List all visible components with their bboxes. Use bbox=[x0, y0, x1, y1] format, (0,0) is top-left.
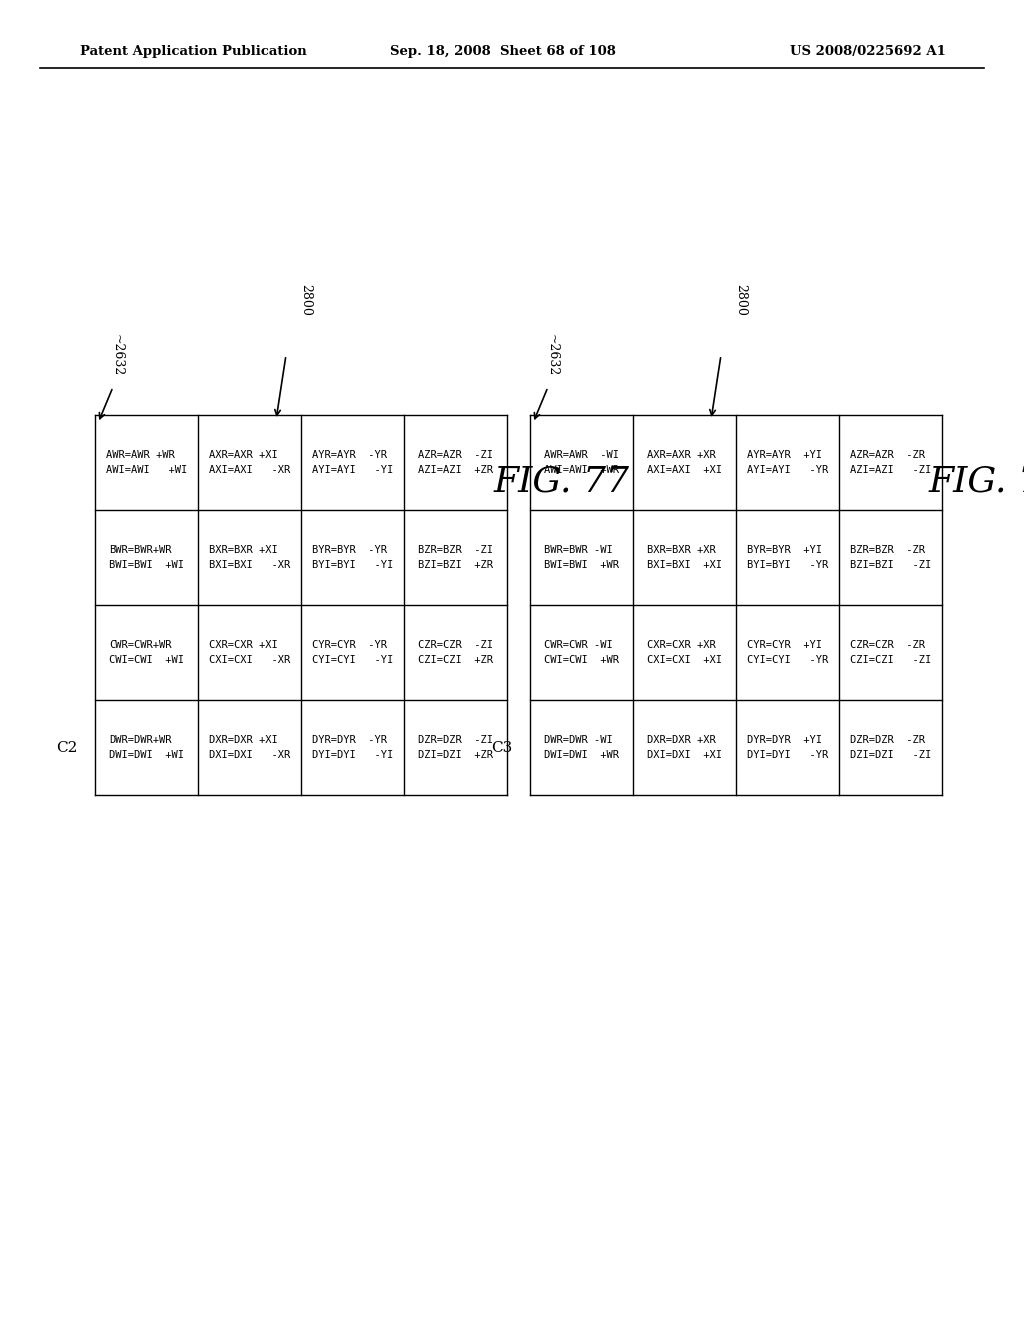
Text: AZR=AZR  -ZR
AZI=AZI   -ZI: AZR=AZR -ZR AZI=AZI -ZI bbox=[850, 450, 931, 475]
Text: CYR=CYR  +YI
CYI=CYI   -YR: CYR=CYR +YI CYI=CYI -YR bbox=[746, 640, 828, 665]
Text: DWR=DWR+WR
DWI=DWI  +WI: DWR=DWR+WR DWI=DWI +WI bbox=[109, 735, 184, 760]
Text: AZR=AZR  -ZI
AZI=AZI  +ZR: AZR=AZR -ZI AZI=AZI +ZR bbox=[418, 450, 493, 475]
Text: CWR=CWR -WI
CWI=CWI  +WR: CWR=CWR -WI CWI=CWI +WR bbox=[544, 640, 618, 665]
Text: BYR=BYR  -YR
BYI=BYI   -YI: BYR=BYR -YR BYI=BYI -YI bbox=[312, 545, 393, 570]
Text: DWR=DWR -WI
DWI=DWI  +WR: DWR=DWR -WI DWI=DWI +WR bbox=[544, 735, 618, 760]
Text: DYR=DYR  -YR
DYI=DYI   -YI: DYR=DYR -YR DYI=DYI -YI bbox=[312, 735, 393, 760]
Text: C3: C3 bbox=[492, 741, 513, 755]
Text: Sep. 18, 2008  Sheet 68 of 108: Sep. 18, 2008 Sheet 68 of 108 bbox=[390, 45, 615, 58]
Text: DYR=DYR  +YI
DYI=DYI   -YR: DYR=DYR +YI DYI=DYI -YR bbox=[746, 735, 828, 760]
Text: BWR=BWR+WR
BWI=BWI  +WI: BWR=BWR+WR BWI=BWI +WI bbox=[109, 545, 184, 570]
Text: C2: C2 bbox=[56, 741, 78, 755]
Text: BZR=BZR  -ZR
BZI=BZI   -ZI: BZR=BZR -ZR BZI=BZI -ZI bbox=[850, 545, 931, 570]
Text: AXR=AXR +XR
AXI=AXI  +XI: AXR=AXR +XR AXI=AXI +XI bbox=[647, 450, 722, 475]
Text: AXR=AXR +XI
AXI=AXI   -XR: AXR=AXR +XI AXI=AXI -XR bbox=[209, 450, 290, 475]
Text: AWR=AWR  -WI
AWI=AWI  +WR: AWR=AWR -WI AWI=AWI +WR bbox=[544, 450, 618, 475]
Text: DZR=DZR  -ZI
DZI=DZI  +ZR: DZR=DZR -ZI DZI=DZI +ZR bbox=[418, 735, 493, 760]
Text: CYR=CYR  -YR
CYI=CYI   -YI: CYR=CYR -YR CYI=CYI -YI bbox=[312, 640, 393, 665]
Text: 2800: 2800 bbox=[734, 284, 748, 315]
Text: DZR=DZR  -ZR
DZI=DZI   -ZI: DZR=DZR -ZR DZI=DZI -ZI bbox=[850, 735, 931, 760]
Text: BXR=BXR +XI
BXI=BXI   -XR: BXR=BXR +XI BXI=BXI -XR bbox=[209, 545, 290, 570]
Text: CXR=CXR +XR
CXI=CXI  +XI: CXR=CXR +XR CXI=CXI +XI bbox=[647, 640, 722, 665]
Text: Patent Application Publication: Patent Application Publication bbox=[80, 45, 307, 58]
Text: US 2008/0225692 A1: US 2008/0225692 A1 bbox=[790, 45, 946, 58]
Text: ~2632: ~2632 bbox=[111, 334, 124, 376]
Text: AYR=AYR  +YI
AYI=AYI   -YR: AYR=AYR +YI AYI=AYI -YR bbox=[746, 450, 828, 475]
Text: BYR=BYR  +YI
BYI=BYI   -YR: BYR=BYR +YI BYI=BYI -YR bbox=[746, 545, 828, 570]
Text: AYR=AYR  -YR
AYI=AYI   -YI: AYR=AYR -YR AYI=AYI -YI bbox=[312, 450, 393, 475]
Text: CZR=CZR  -ZR
CZI=CZI   -ZI: CZR=CZR -ZR CZI=CZI -ZI bbox=[850, 640, 931, 665]
Text: BZR=BZR  -ZI
BZI=BZI  +ZR: BZR=BZR -ZI BZI=BZI +ZR bbox=[418, 545, 493, 570]
Text: CWR=CWR+WR
CWI=CWI  +WI: CWR=CWR+WR CWI=CWI +WI bbox=[109, 640, 184, 665]
Text: DXR=DXR +XR
DXI=DXI  +XI: DXR=DXR +XR DXI=DXI +XI bbox=[647, 735, 722, 760]
Text: FIG. 77: FIG. 77 bbox=[494, 465, 630, 499]
Text: BWR=BWR -WI
BWI=BWI  +WR: BWR=BWR -WI BWI=BWI +WR bbox=[544, 545, 618, 570]
Text: CXR=CXR +XI
CXI=CXI   -XR: CXR=CXR +XI CXI=CXI -XR bbox=[209, 640, 290, 665]
Text: 2800: 2800 bbox=[299, 284, 312, 315]
Text: DXR=DXR +XI
DXI=DXI   -XR: DXR=DXR +XI DXI=DXI -XR bbox=[209, 735, 290, 760]
Text: ~2632: ~2632 bbox=[546, 334, 558, 376]
Text: FIG. 78: FIG. 78 bbox=[929, 465, 1024, 499]
Text: CZR=CZR  -ZI
CZI=CZI  +ZR: CZR=CZR -ZI CZI=CZI +ZR bbox=[418, 640, 493, 665]
Text: BXR=BXR +XR
BXI=BXI  +XI: BXR=BXR +XR BXI=BXI +XI bbox=[647, 545, 722, 570]
Text: AWR=AWR +WR
AWI=AWI   +WI: AWR=AWR +WR AWI=AWI +WI bbox=[105, 450, 187, 475]
